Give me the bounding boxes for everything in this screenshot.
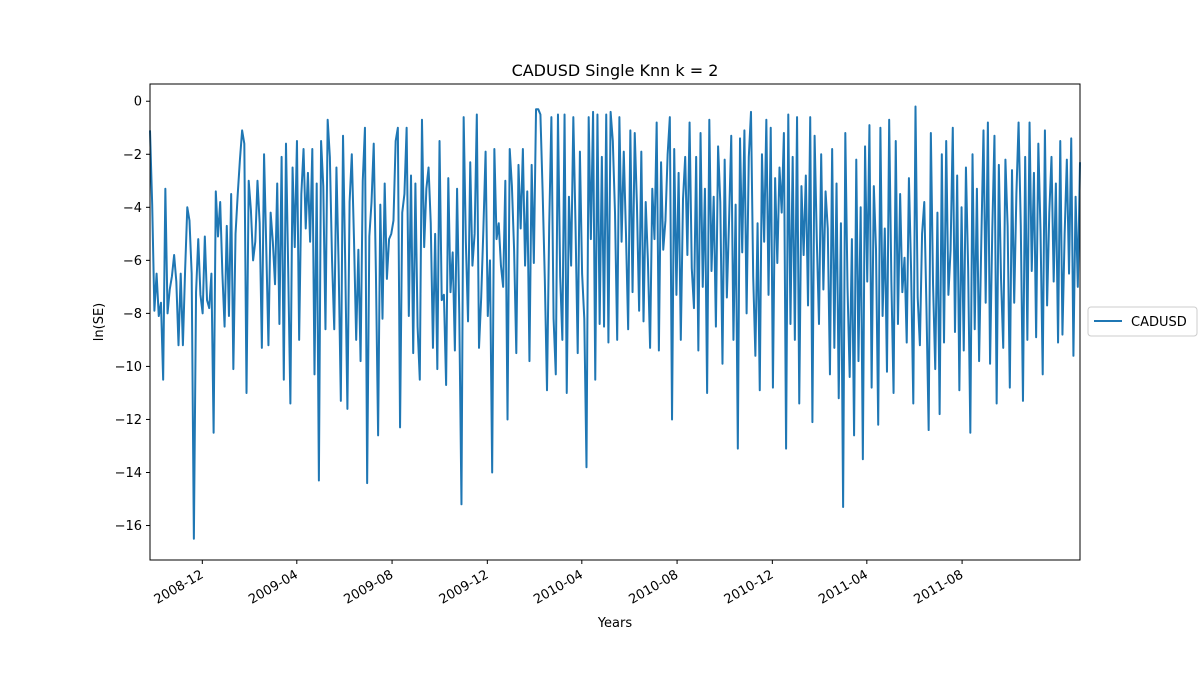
legend-box	[1087, 306, 1198, 337]
x-tick-label: 2009-04	[246, 567, 301, 607]
x-tick-label: 2011-08	[912, 567, 967, 607]
x-tick-label: 2009-12	[437, 567, 492, 607]
y-tick-label: −16	[115, 519, 142, 534]
y-tick-label: −2	[123, 148, 142, 163]
x-axis-ticks: 2008-12 2009-04 2009-08 2009-12 2010-04 2010-…	[152, 560, 966, 608]
x-tick-label: 2010-08	[627, 567, 682, 607]
y-tick-label: −10	[115, 360, 142, 375]
y-tick-label: −6	[123, 254, 142, 269]
plot-area	[149, 83, 1081, 561]
chart-title: CADUSD Single Knn k = 2	[512, 61, 719, 80]
plot-frame	[149, 83, 1081, 561]
x-tick-label: 2010-12	[722, 567, 777, 607]
legend: CADUSD	[1087, 306, 1198, 337]
y-axis-label: ln(SE)	[92, 303, 107, 341]
x-tick-label: 2011-04	[816, 567, 871, 607]
series-line-cadusd	[149, 105, 1081, 540]
y-tick-label: −12	[115, 413, 142, 428]
y-tick-label: −14	[115, 466, 142, 481]
y-tick-label: 0	[134, 95, 142, 110]
x-tick-label: 2009-08	[342, 567, 397, 607]
y-axis-ticks: 0 −2 −4 −6 −8 −10 −12 −14 −16	[115, 95, 150, 534]
x-tick-label: 2008-12	[152, 567, 207, 607]
y-tick-label: −8	[123, 307, 142, 322]
y-tick-label: −4	[123, 201, 142, 216]
legend-label: CADUSD	[1131, 315, 1187, 330]
x-tick-label: 2010-04	[531, 567, 586, 607]
x-axis-label: Years	[597, 616, 633, 631]
